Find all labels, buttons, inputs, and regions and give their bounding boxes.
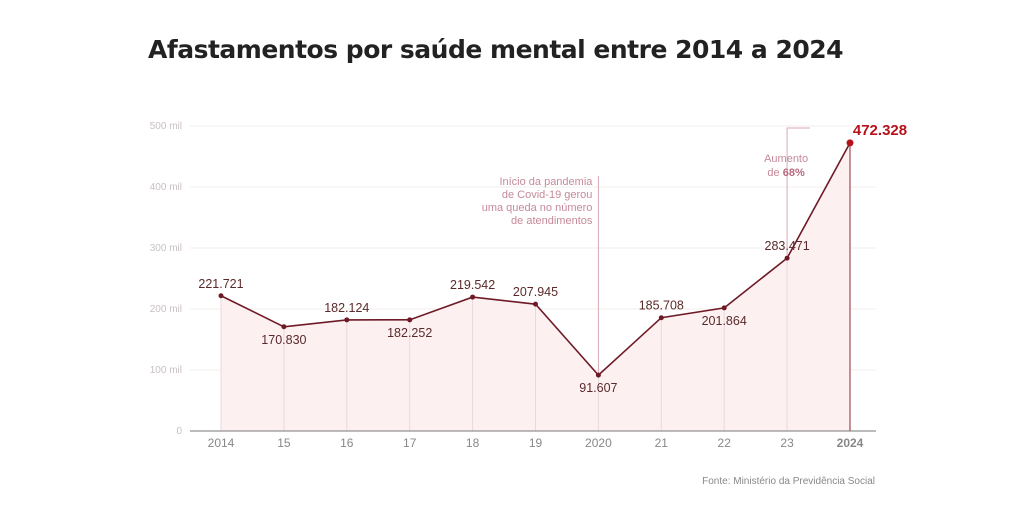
data-point: [721, 305, 727, 311]
data-point: [344, 317, 350, 323]
data-point: [470, 294, 476, 300]
x-tick-label: 18: [466, 436, 480, 450]
y-tick-label: 0: [176, 426, 182, 437]
data-point: [218, 293, 224, 299]
x-tick-label: 17: [403, 436, 417, 450]
annotation-text: Aumento: [764, 153, 808, 165]
annotation-text: de Covid-19 gerou: [502, 189, 593, 201]
x-tick-label: 23: [780, 436, 794, 450]
annotation-bracket: [786, 127, 810, 255]
x-tick-label: 15: [277, 436, 291, 450]
chart-title: Afastamentos por saúde mental entre 2014…: [148, 35, 844, 64]
data-point: [533, 301, 538, 307]
annotation-text: Início da pandemia: [499, 176, 593, 188]
annotation-text: de atendimentos: [511, 215, 593, 227]
area-fill: [221, 142, 850, 431]
data-label: 91.607: [579, 381, 617, 395]
y-tick-label: 200 mil: [150, 304, 182, 315]
data-point: [595, 372, 601, 378]
x-tick-label: 22: [718, 436, 732, 450]
data-label: 207.945: [513, 285, 558, 299]
y-tick-label: 300 mil: [150, 243, 182, 254]
data-label: 221.721: [198, 277, 243, 291]
x-tick-label: 2020: [585, 436, 612, 450]
annotation-highlight: 68%: [783, 167, 805, 179]
x-tick-label: 16: [340, 436, 354, 450]
source-note: Fonte: Ministério da Previdência Social: [702, 476, 875, 487]
y-tick-label: 500 mil: [150, 121, 182, 132]
data-point: [784, 255, 790, 261]
data-label: 185.708: [639, 299, 684, 313]
data-label: 182.252: [387, 326, 432, 340]
data-point: [407, 317, 413, 323]
y-tick-label: 100 mil: [150, 365, 182, 376]
x-tick-label: 2014: [208, 436, 235, 450]
data-point: [658, 315, 664, 321]
data-point: [846, 139, 854, 147]
annotation-text: uma queda no número: [482, 202, 593, 214]
data-label: 283.471: [765, 239, 810, 253]
data-label: 182.124: [324, 301, 369, 315]
data-label: 170.830: [261, 333, 306, 347]
x-tick-label: 21: [655, 436, 669, 450]
x-tick-label: 19: [529, 436, 543, 450]
y-tick-label: 400 mil: [150, 182, 182, 193]
annotation-text-part: de: [767, 167, 782, 179]
data-label: 219.542: [450, 278, 495, 292]
annotation-text: de 68%: [767, 167, 805, 179]
data-point: [281, 324, 287, 330]
data-label: 201.864: [702, 314, 747, 328]
x-tick-label: 2024: [837, 436, 864, 450]
data-label: 472.328: [853, 122, 907, 139]
title-text: Afastamentos por saúde mental entre 2014…: [148, 35, 844, 64]
